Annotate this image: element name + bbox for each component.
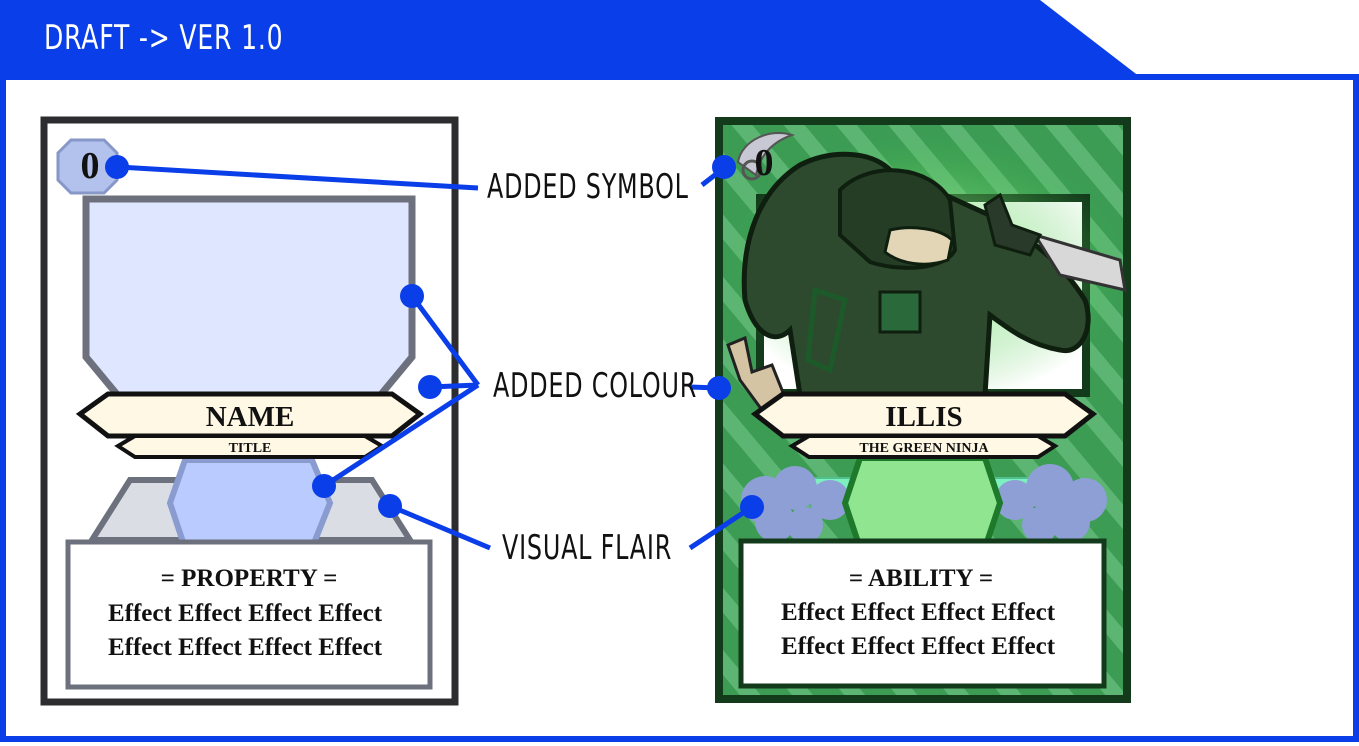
draft-text-heading: = PROPERTY = bbox=[161, 565, 338, 592]
draft-text-box bbox=[65, 539, 433, 690]
header-title: DRAFT -> VER 1.0 bbox=[44, 18, 284, 58]
draft-cost-badge bbox=[56, 138, 119, 195]
connector-symbol-draft bbox=[117, 164, 479, 191]
connector-colour-frame bbox=[409, 294, 481, 387]
dot-flair-final bbox=[740, 495, 764, 519]
connector-flair-draft bbox=[389, 503, 491, 551]
callout-added-symbol: ADDED SYMBOL bbox=[487, 167, 689, 207]
dot-colour-hexagon bbox=[312, 474, 336, 498]
final-text-box bbox=[738, 538, 1107, 689]
ninja-illustration bbox=[726, 151, 1127, 412]
draft-cost: 0 bbox=[81, 145, 100, 187]
callout-connectors bbox=[117, 164, 754, 551]
dot-flair-draft bbox=[378, 494, 402, 518]
final-hexagon bbox=[841, 455, 1004, 551]
callout-dots bbox=[105, 155, 764, 519]
draft-card-title: TITLE bbox=[229, 441, 272, 456]
draft-name-banner bbox=[75, 391, 425, 439]
draft-card-name: NAME bbox=[206, 401, 295, 433]
connector-flair-final bbox=[688, 504, 754, 551]
draft-effect-line-1: Effect Effect Effect Effect bbox=[108, 600, 383, 627]
dot-symbol-draft bbox=[105, 155, 129, 179]
final-title-banner bbox=[788, 434, 1059, 459]
callout-visual-flair: VISUAL FLAIR bbox=[502, 528, 673, 568]
connector-colour-hexagon bbox=[322, 382, 480, 489]
scythe-symbol-icon bbox=[736, 132, 796, 181]
dot-colour-frame bbox=[400, 284, 424, 308]
dot-colour-final bbox=[707, 376, 731, 400]
dot-symbol-final bbox=[712, 155, 736, 179]
callout-added-colour: ADDED COLOUR bbox=[493, 366, 698, 406]
final-effect-line-1: Effect Effect Effect Effect bbox=[781, 599, 1056, 626]
final-card bbox=[715, 117, 1131, 703]
draft-art-frame bbox=[82, 195, 416, 402]
draft-hexagon bbox=[166, 457, 334, 551]
final-effect-line-2: Effect Effect Effect Effect bbox=[781, 633, 1056, 660]
draft-card bbox=[40, 116, 459, 706]
final-card-name: ILLIS bbox=[885, 401, 962, 433]
dot-colour-banner bbox=[418, 375, 442, 399]
final-card-title: THE GREEN NINJA bbox=[859, 441, 989, 456]
final-name-banner bbox=[750, 391, 1098, 439]
draft-effect-line-2: Effect Effect Effect Effect bbox=[108, 634, 383, 661]
final-cost: 0 bbox=[755, 142, 774, 184]
final-text-heading: = ABILITY = bbox=[849, 565, 993, 592]
